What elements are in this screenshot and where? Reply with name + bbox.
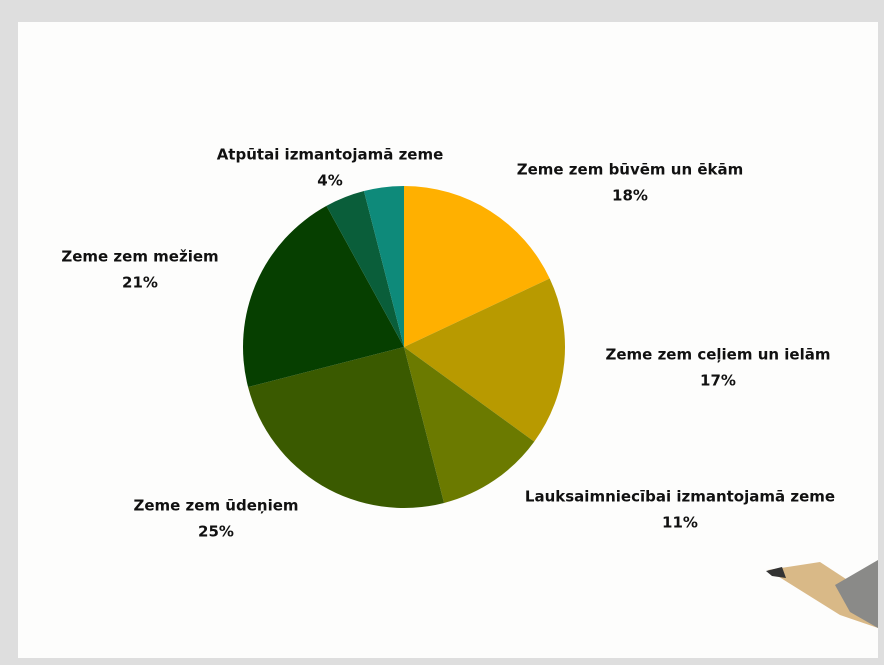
chart: Zeme zem būvēm un ēkām 18% Zeme zem ceļiem…: [0, 0, 884, 665]
slice-value-label: 4%: [317, 172, 342, 190]
slice-label: Atpūtai izmantojamā zeme: [217, 146, 444, 164]
slice-value-label: 17%: [700, 372, 736, 390]
slice-label: Zeme zem ceļiem un ielām: [606, 346, 831, 364]
slice-label: Lauksaimniecībai izmantojamā zeme: [525, 488, 835, 506]
slice-value-label: 18%: [612, 187, 648, 205]
slice-label: Zeme zem ūdeņiem: [133, 497, 298, 515]
slice-value-label: 11%: [662, 514, 698, 532]
slice-value-label: 25%: [198, 523, 234, 541]
slice-value-label: 21%: [122, 274, 158, 292]
page: Zeme zem būvēm un ēkām 18% Zeme zem ceļiem…: [0, 0, 884, 665]
slice-label: Zeme zem mežiem: [61, 248, 218, 266]
slice-label: Zeme zem būvēm un ēkām: [517, 161, 744, 179]
